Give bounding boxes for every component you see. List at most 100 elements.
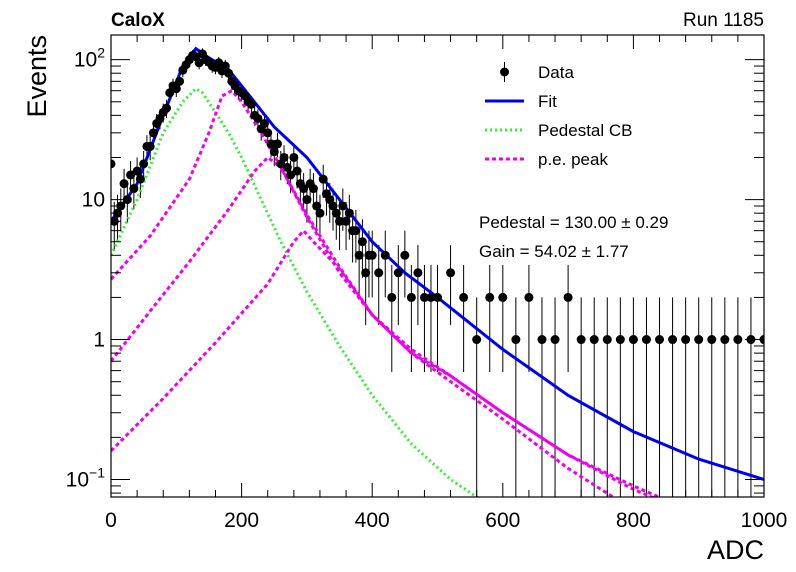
data-point <box>589 335 599 345</box>
gain-error: 1.77 <box>596 242 629 261</box>
data-point <box>628 335 638 345</box>
data-point <box>720 335 730 345</box>
x-tick-label: 400 <box>355 509 390 532</box>
x-tick-label: 600 <box>485 509 520 532</box>
data-point <box>132 166 142 176</box>
data-point <box>400 250 410 260</box>
y-axis-label: Events <box>22 35 52 118</box>
y-tick-label: 10−1 <box>66 465 106 492</box>
data-point <box>374 268 384 278</box>
plot-frame <box>110 34 765 498</box>
x-tick-label: 0 <box>105 509 117 532</box>
data-point <box>511 335 521 345</box>
data-point <box>344 208 354 218</box>
data-point <box>426 292 436 302</box>
pm-symbol: ± <box>582 242 591 261</box>
data-point <box>129 184 139 194</box>
data-point <box>498 292 508 302</box>
data-point <box>576 335 586 345</box>
data-point <box>299 184 309 194</box>
data-point <box>315 208 325 218</box>
data-point <box>224 68 234 78</box>
legend-entry: Fit <box>485 92 557 111</box>
pe-peak-curve <box>111 88 656 497</box>
svg-text:Gain = 54.02 ± 1.7: Gain = 54.02 ± 1.77 <box>479 242 629 261</box>
pedestal-cb-curve <box>111 86 480 497</box>
data-point <box>328 201 338 211</box>
data-point <box>263 128 273 138</box>
data-point <box>312 201 322 211</box>
data-point <box>406 292 416 302</box>
legend-entry: Data <box>500 62 574 82</box>
data-point <box>341 216 351 226</box>
data-point <box>289 152 299 162</box>
data-point <box>537 335 547 345</box>
data-point <box>220 61 230 71</box>
data-point <box>318 174 328 184</box>
legend-label: Pedestal CB <box>538 121 633 140</box>
legend-label: Data <box>538 63 574 82</box>
plot-area <box>111 46 764 497</box>
data-point <box>266 139 276 149</box>
data-point <box>171 84 181 94</box>
x-tick-label: 1000 <box>741 509 788 532</box>
data-point <box>357 237 367 247</box>
run-label: Run 1185 <box>683 10 764 31</box>
pe-peak-curve <box>111 155 663 497</box>
legend-marker <box>500 67 509 77</box>
data-point <box>459 292 469 302</box>
data-point <box>302 195 312 205</box>
data-point <box>380 250 390 260</box>
data-point <box>707 335 717 345</box>
legend-entry: Pedestal CB <box>485 121 633 140</box>
gain-result: Gain = 54.02 <box>479 242 577 261</box>
data-point <box>126 170 136 180</box>
data-point <box>135 174 145 184</box>
data-point <box>286 170 296 180</box>
data-point <box>524 292 534 302</box>
data-point <box>308 184 318 194</box>
experiment-title: CaloX <box>111 10 165 31</box>
data-point <box>550 335 560 345</box>
data-point <box>472 335 482 345</box>
data-point <box>335 216 345 226</box>
legend-label: p.e. peak <box>538 150 608 169</box>
data-point <box>331 208 341 218</box>
data-point <box>351 226 361 236</box>
data-point <box>387 292 397 302</box>
data-point <box>361 268 371 278</box>
data-point <box>338 201 348 211</box>
data-point <box>655 335 665 345</box>
data-point <box>446 268 456 278</box>
data-point <box>273 139 283 149</box>
axes: 0 200 400 600 800 1000 10−1 1 10 102 <box>66 35 788 532</box>
y-tick-label: 1 <box>93 329 105 352</box>
data-point <box>433 292 442 302</box>
pedestal-result: Pedestal = 130.00 <box>479 213 617 232</box>
svg-text:Pedestal = 130.00 ±: Pedestal = 130.00 ± 0.29 <box>479 213 668 232</box>
data-point <box>367 250 377 260</box>
data-point <box>145 141 155 151</box>
data-point <box>269 147 279 157</box>
data-point <box>354 250 364 260</box>
y-tick-label: 102 <box>74 45 105 72</box>
data-point <box>668 335 678 345</box>
legend-label: Fit <box>538 92 557 111</box>
data-point <box>419 292 429 302</box>
data-point <box>602 335 612 345</box>
y-tick-label: 10 <box>82 189 105 212</box>
pe-peak-curve <box>111 228 616 497</box>
data-point <box>733 335 743 345</box>
data-point <box>162 103 172 113</box>
data-point <box>563 292 573 302</box>
data-point <box>413 268 423 278</box>
x-tick-label: 800 <box>616 509 651 532</box>
data-point <box>119 179 129 189</box>
data-point <box>282 162 292 172</box>
data-point <box>246 99 256 109</box>
data-point <box>485 292 495 302</box>
data-point <box>165 88 175 98</box>
x-tick-label: 200 <box>224 509 259 532</box>
data-point <box>292 166 302 176</box>
